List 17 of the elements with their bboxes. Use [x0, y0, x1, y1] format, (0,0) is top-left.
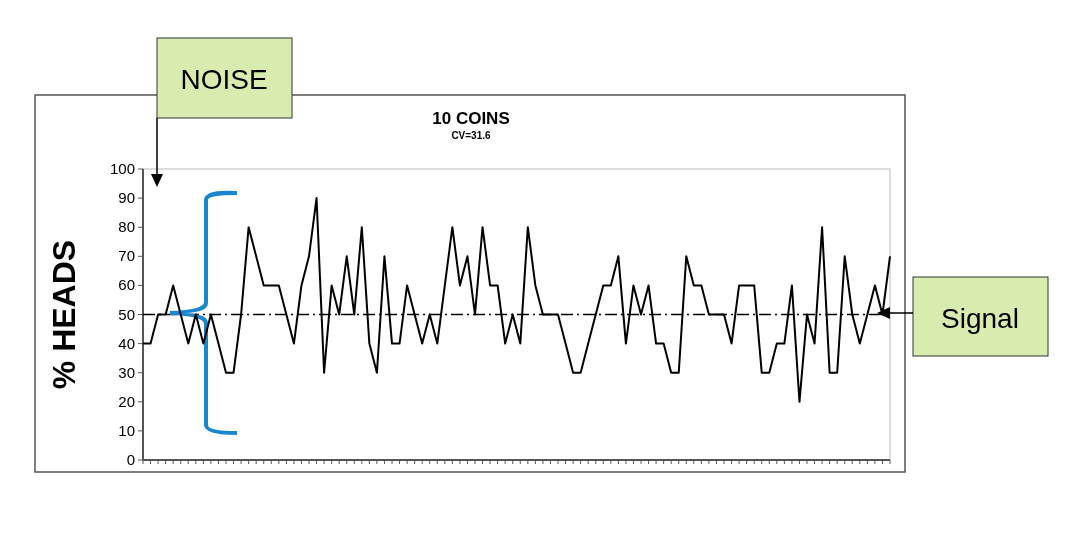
y-tick-label: 0	[126, 451, 135, 468]
y-tick-label: 20	[118, 392, 135, 410]
y-tick-label: 90	[118, 189, 135, 207]
line-series	[142, 197, 891, 403]
y-tick-label: 40	[118, 334, 135, 352]
y-tick-label: 30	[118, 363, 135, 381]
text: NOISE	[180, 64, 268, 95]
text: Signal	[941, 303, 1019, 334]
y-tick-label: 80	[118, 218, 135, 236]
y-tick-label: 50	[118, 305, 135, 323]
y-tick-label: 10	[118, 421, 135, 439]
chart-subtitle: CV=31.6	[451, 130, 492, 141]
y-tick-label: 100	[109, 160, 135, 177]
y-axis-title: % HEADS	[46, 239, 82, 390]
chart-title: 10 COINS	[432, 109, 510, 128]
y-tick-label: 70	[118, 247, 135, 265]
y-tick-label: 60	[118, 276, 135, 294]
